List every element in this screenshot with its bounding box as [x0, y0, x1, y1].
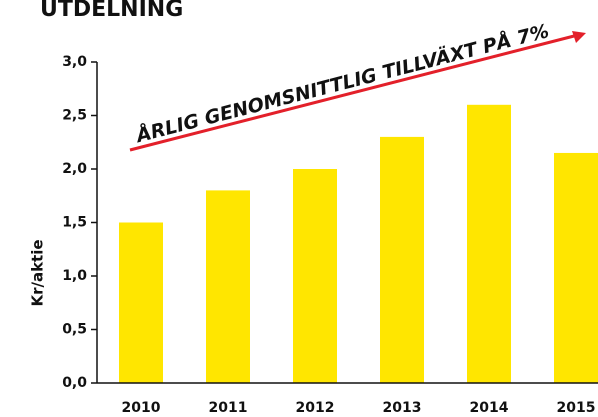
x-tick-label: 2010 [122, 400, 161, 416]
y-tick-label: 2,5 [62, 108, 87, 124]
y-tick-label: 3,0 [62, 54, 87, 70]
y-tick-label: 1,0 [62, 268, 87, 284]
bar [206, 190, 250, 383]
y-axis-label: Kr/aktie [29, 239, 47, 306]
x-tick-label: 2011 [209, 400, 248, 416]
chart-title: UTDELNING [40, 0, 183, 22]
arrow-head [572, 31, 586, 43]
x-tick-label: 2012 [296, 400, 335, 416]
x-tick-label: 2015 [557, 400, 596, 416]
y-tick-label: 2,0 [62, 161, 87, 177]
bar [119, 222, 163, 383]
bar [467, 104, 511, 384]
bar [293, 169, 337, 383]
arrow-line [129, 33, 579, 152]
y-tick-label: 0,5 [62, 322, 87, 338]
bar [554, 152, 598, 383]
y-tick-label: 0,0 [62, 375, 87, 391]
x-tick-label: 2014 [470, 400, 509, 416]
bar [380, 136, 424, 383]
x-tick-label: 2013 [383, 400, 422, 416]
y-tick-label: 1,5 [62, 215, 87, 231]
